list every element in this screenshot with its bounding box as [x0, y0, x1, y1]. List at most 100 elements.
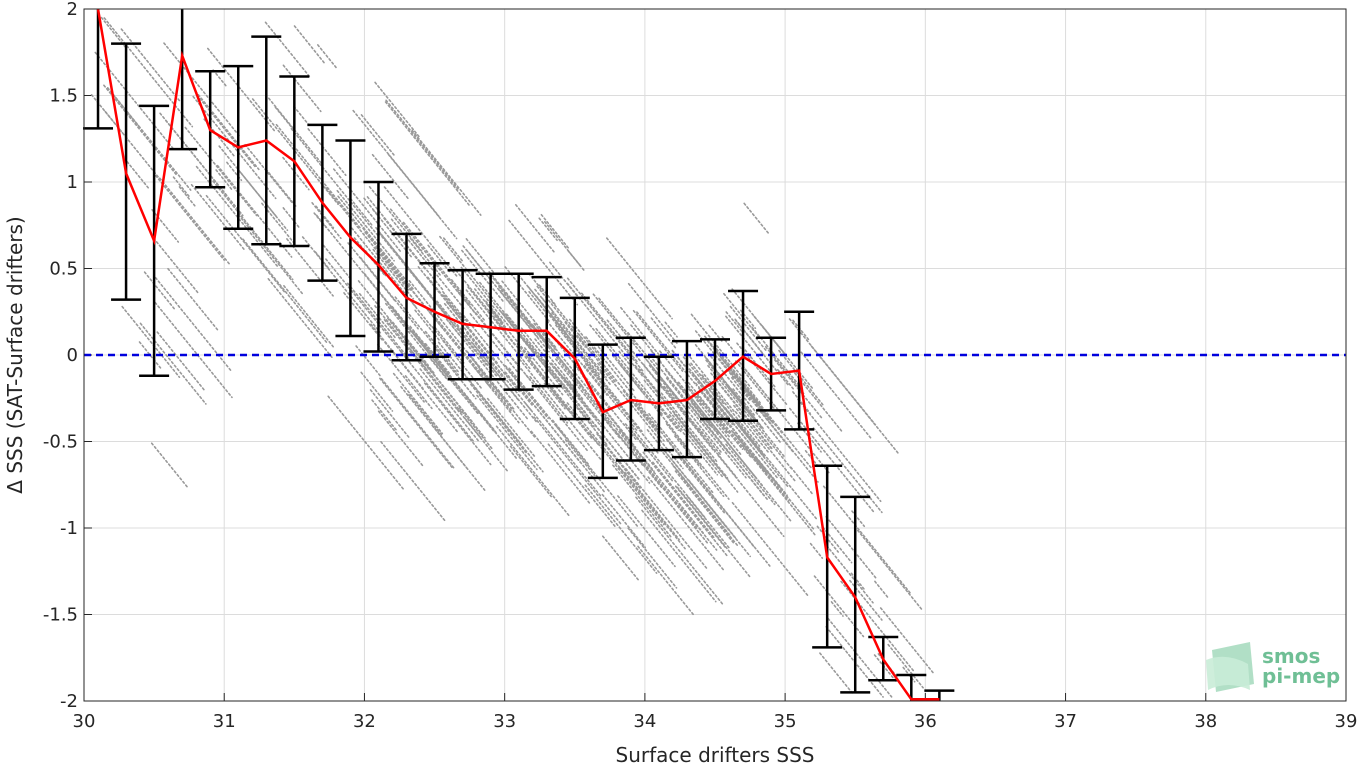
scatter-point-streak: [349, 198, 375, 228]
scatter-point-streak: [427, 244, 452, 274]
scatter-point-streak: [190, 183, 246, 251]
scatter-point-streak: [237, 214, 305, 296]
scatter-point-streak: [665, 377, 686, 402]
scatter-point-streak: [529, 375, 569, 424]
scatter-point-streak: [151, 209, 180, 243]
scatter-point-streak: [265, 168, 297, 207]
scatter-point-streak: [741, 444, 816, 536]
scatter-point-streak: [516, 343, 546, 378]
scatter-point-streak: [362, 227, 390, 261]
scatter-point-streak: [464, 417, 483, 440]
scatter-point-streak: [150, 442, 189, 488]
scatter-point-streak: [724, 407, 766, 458]
scatter-point-streak: [376, 343, 425, 403]
scatter-point-streak: [627, 282, 649, 309]
scatter-point-streak: [442, 237, 464, 262]
scatter-point-streak: [751, 326, 800, 385]
scatter-point-streak: [647, 476, 725, 571]
scatter-point-streak: [311, 202, 342, 240]
scatter-point-streak: [650, 350, 720, 435]
scatter-point-streak: [676, 486, 751, 578]
scatter-point-streak: [218, 145, 289, 232]
scatter-point-streak: [307, 128, 347, 176]
scatter-point-streak: [538, 217, 558, 242]
scatter-point-streak: [664, 369, 722, 439]
scatter-point-streak: [392, 372, 444, 435]
scatter-point-streak: [822, 526, 853, 564]
scatter-point-streak: [734, 411, 770, 455]
scatter-point-streak: [538, 284, 557, 306]
scatter-point-streak: [462, 372, 544, 473]
scatter-point-streak: [695, 399, 743, 457]
scatter-point-streak: [632, 309, 684, 372]
scatter-point-streak: [411, 129, 482, 216]
scatter-point-streak: [648, 412, 715, 495]
scatter-point-streak: [446, 318, 462, 337]
scatter-point-streak: [486, 397, 536, 458]
scatter-point-streak: [753, 315, 815, 391]
scatter-point-streak: [282, 156, 310, 191]
scatter-point-streak: [851, 510, 866, 528]
scatter-point-streak: [737, 421, 818, 521]
y-tick-label: 0: [67, 345, 78, 366]
scatter-point-streak: [731, 501, 810, 598]
x-tick-label: 38: [1194, 711, 1217, 732]
scatter-point-streak: [708, 490, 771, 567]
scatter-point-streak: [687, 479, 737, 540]
scatter-point-streak: [668, 413, 683, 431]
scatter-point-streak: [400, 385, 468, 469]
error-bar: [700, 338, 730, 421]
plot-frame: [83, 8, 1347, 702]
scatter-point-streak: [469, 313, 520, 375]
scatter-point-streak: [800, 351, 873, 441]
scatter-point-streak: [696, 394, 729, 434]
scatter-point-streak: [426, 353, 447, 378]
scatter-point-streak: [707, 352, 782, 444]
scatter-point-streak: [215, 169, 233, 191]
scatter-point-streak: [275, 123, 363, 231]
scatter-point-streak: [620, 306, 662, 358]
scatter-point-streak: [315, 214, 404, 322]
scatter-point-streak: [156, 331, 206, 391]
scatter-point-streak: [172, 176, 191, 198]
y-tick-label: 2: [67, 0, 78, 20]
scatter-point-streak: [664, 321, 678, 338]
scatter-point-streak: [327, 395, 406, 492]
scatter-point-streak: [688, 435, 714, 466]
scatter-point-streak: [383, 186, 458, 277]
scatter-point-streak: [153, 237, 200, 295]
scatter-point-streak: [690, 362, 726, 406]
scatter-point-streak: [601, 493, 647, 549]
x-tick-labels: 30 31 32 33 34 35 36 37 38 39: [73, 711, 1358, 732]
scatter-point-streak: [727, 368, 742, 385]
logo-line-2: pi-mep: [1262, 664, 1340, 688]
scatter-point-streak: [371, 153, 410, 201]
scatter-point-streak: [194, 90, 260, 171]
scatter-point-streak: [630, 429, 675, 483]
scatter-point-streak: [551, 311, 613, 387]
scatter-point-streak: [850, 572, 865, 590]
scatter-point-streak: [611, 354, 645, 395]
scatter-point-streak: [659, 448, 731, 537]
scatter-point-streak: [412, 330, 449, 375]
scatter-point-streak: [184, 126, 258, 217]
scatter-point-streak: [822, 485, 912, 595]
scatter-point-streak: [424, 342, 451, 374]
scatter-point-streak: [665, 423, 702, 468]
scatter-point-streak: [534, 338, 578, 392]
scatter-point-streak: [734, 318, 765, 356]
scatter-point-streak: [286, 238, 334, 297]
scatter-point-streak: [674, 435, 725, 498]
scatter-point-streak: [383, 217, 427, 271]
scatter-point-streak: [677, 381, 765, 488]
logo-line-1: smos: [1262, 644, 1320, 668]
scatter-point-streak: [706, 396, 788, 497]
scatter-point-streak: [322, 244, 352, 280]
y-tick-label: -1: [60, 518, 78, 539]
scatter-point-streak: [163, 42, 241, 138]
scatter-point-streak: [761, 324, 786, 355]
scatter-point-streak: [601, 535, 641, 582]
scatter-point-streak: [154, 301, 233, 399]
scatter-point-streak: [484, 300, 504, 324]
scatter-point-streak: [648, 364, 680, 402]
